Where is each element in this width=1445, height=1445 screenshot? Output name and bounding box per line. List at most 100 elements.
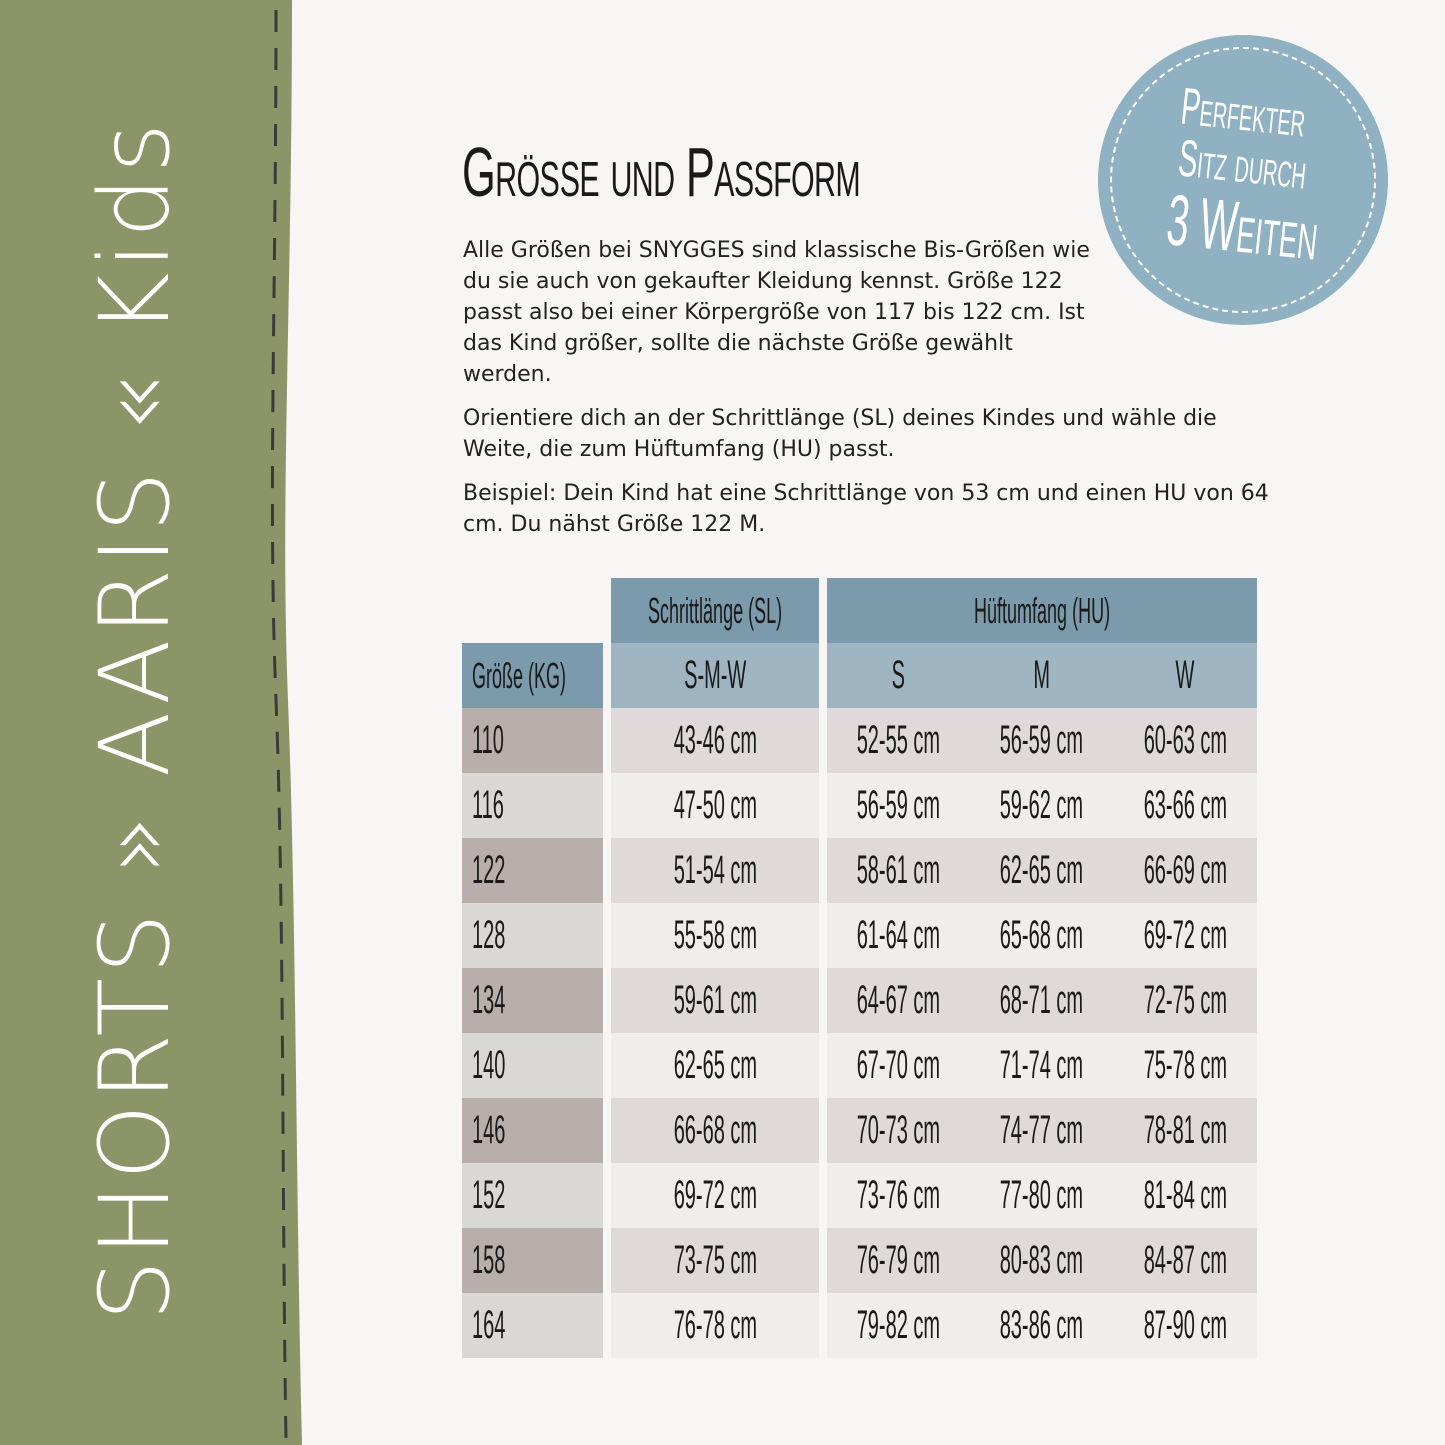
sl-cell-text: 73-75 cm [673, 1238, 757, 1282]
size-cell-text: 158 [472, 1238, 506, 1282]
hu-m-cell: 74-77 cm [970, 1098, 1113, 1163]
header-sl-smw-text: S-M-W [683, 653, 747, 697]
hu-m-cell: 56-59 cm [970, 708, 1113, 773]
hu-row-bg [827, 968, 1257, 1033]
hu-w-cell-text: 78-81 cm [1143, 1108, 1227, 1152]
header-m: M [970, 643, 1113, 708]
header-w: W [1113, 643, 1257, 708]
hu-w-cell: 66-69 cm [1113, 838, 1257, 903]
size-cell: 134 [462, 968, 603, 1033]
sl-cell: 73-75 cm [611, 1228, 819, 1293]
header-s: S [827, 643, 970, 708]
hu-w-cell-text: 72-75 cm [1143, 978, 1227, 1022]
sl-cell-text: 51-54 cm [673, 848, 757, 892]
header-hueftumfang: Hüftumfang (HU) [827, 578, 1257, 643]
sidebar-product-title: SHORTS » AARIS « Kids [79, 118, 191, 1322]
page-title: Größe und Passform [462, 133, 861, 211]
header-hueftumfang-text: Hüftumfang (HU) [973, 589, 1111, 631]
size-cell: 164 [462, 1293, 603, 1358]
hu-s-cell-text: 79-82 cm [856, 1303, 941, 1347]
hu-w-cell-text: 63-66 cm [1143, 783, 1227, 827]
hu-m-cell-text: 56-59 cm [999, 718, 1084, 762]
hu-s-cell-text: 52-55 cm [856, 718, 941, 762]
sl-cell: 47-50 cm [611, 773, 819, 838]
hu-s-cell-text: 73-76 cm [856, 1173, 941, 1217]
hu-m-cell-text: 59-62 cm [999, 783, 1084, 827]
header-groesse: Größe (KG) [462, 643, 603, 708]
hu-m-cell-text: 74-77 cm [999, 1108, 1084, 1152]
hu-m-cell: 59-62 cm [970, 773, 1113, 838]
size-cell-text: 164 [472, 1303, 506, 1347]
hu-row-bg [827, 1098, 1257, 1163]
sl-cell: 59-61 cm [611, 968, 819, 1033]
sl-cell-text: 47-50 cm [673, 783, 757, 827]
header-sl-smw: S-M-W [611, 643, 819, 708]
sl-cell: 69-72 cm [611, 1163, 819, 1228]
header-groesse-text: Größe (KG) [472, 654, 567, 696]
hu-m-cell-text: 71-74 cm [999, 1043, 1084, 1087]
hu-s-cell: 79-82 cm [827, 1293, 970, 1358]
hu-w-cell-text: 60-63 cm [1143, 718, 1227, 762]
sl-cell: 62-65 cm [611, 1033, 819, 1098]
hu-w-cell: 75-78 cm [1113, 1033, 1257, 1098]
hu-w-cell-text: 66-69 cm [1143, 848, 1227, 892]
hu-s-cell-text: 64-67 cm [856, 978, 941, 1022]
sl-cell-text: 76-78 cm [673, 1303, 757, 1347]
hu-w-cell: 69-72 cm [1113, 903, 1257, 968]
header-w-text: W [1175, 653, 1195, 697]
hu-w-cell: 87-90 cm [1113, 1293, 1257, 1358]
size-cell-text: 128 [472, 913, 506, 957]
hu-m-cell: 62-65 cm [970, 838, 1113, 903]
sl-cell-text: 43-46 cm [673, 718, 757, 762]
hu-m-cell: 80-83 cm [970, 1228, 1113, 1293]
hu-m-cell: 83-86 cm [970, 1293, 1113, 1358]
hu-s-cell: 52-55 cm [827, 708, 970, 773]
size-cell: 122 [462, 838, 603, 903]
sl-cell-text: 69-72 cm [673, 1173, 757, 1217]
hu-s-cell-text: 67-70 cm [856, 1043, 941, 1087]
sl-cell: 55-58 cm [611, 903, 819, 968]
hu-m-cell: 77-80 cm [970, 1163, 1113, 1228]
fit-badge: Perfekter Sitz durch 3 Weiten [1098, 35, 1388, 325]
header-s-text: S [891, 653, 906, 697]
sidebar-band [0, 0, 302, 1445]
size-cell-text: 152 [472, 1173, 506, 1217]
sl-cell-text: 55-58 cm [673, 913, 757, 957]
hu-row-bg [827, 1293, 1257, 1358]
hu-w-cell: 60-63 cm [1113, 708, 1257, 773]
hu-m-cell-text: 65-68 cm [999, 913, 1084, 957]
sl-cell: 43-46 cm [611, 708, 819, 773]
size-cell-text: 110 [472, 718, 504, 762]
example-paragraph: Beispiel: Dein Kind hat eine Schrittläng… [463, 481, 1269, 537]
hu-s-cell-text: 56-59 cm [856, 783, 941, 827]
hu-w-cell: 72-75 cm [1113, 968, 1257, 1033]
size-cell: 152 [462, 1163, 603, 1228]
size-cell: 116 [462, 773, 603, 838]
sl-cell: 76-78 cm [611, 1293, 819, 1358]
sl-cell-text: 66-68 cm [673, 1108, 757, 1152]
hu-row-bg [827, 773, 1257, 838]
hu-m-cell-text: 68-71 cm [999, 978, 1084, 1022]
header-schrittlaenge: Schrittlänge (SL) [611, 578, 819, 643]
hu-row-bg [827, 838, 1257, 903]
hu-s-cell: 64-67 cm [827, 968, 970, 1033]
hu-m-cell: 71-74 cm [970, 1033, 1113, 1098]
size-cell-text: 122 [472, 848, 506, 892]
size-cell: 158 [462, 1228, 603, 1293]
hu-s-cell: 76-79 cm [827, 1228, 970, 1293]
size-cell: 146 [462, 1098, 603, 1163]
size-cell-text: 140 [472, 1043, 506, 1087]
hu-s-cell: 70-73 cm [827, 1098, 970, 1163]
hu-m-cell-text: 77-80 cm [999, 1173, 1084, 1217]
size-cell-text: 146 [472, 1108, 506, 1152]
hu-s-cell-text: 61-64 cm [856, 913, 941, 957]
size-cell: 140 [462, 1033, 603, 1098]
hu-w-cell-text: 69-72 cm [1143, 913, 1227, 957]
hu-s-cell: 67-70 cm [827, 1033, 970, 1098]
hu-m-cell-text: 62-65 cm [999, 848, 1084, 892]
hu-w-cell: 63-66 cm [1113, 773, 1257, 838]
hu-w-cell-text: 75-78 cm [1143, 1043, 1227, 1087]
hu-row-bg [827, 903, 1257, 968]
hu-s-cell: 61-64 cm [827, 903, 970, 968]
